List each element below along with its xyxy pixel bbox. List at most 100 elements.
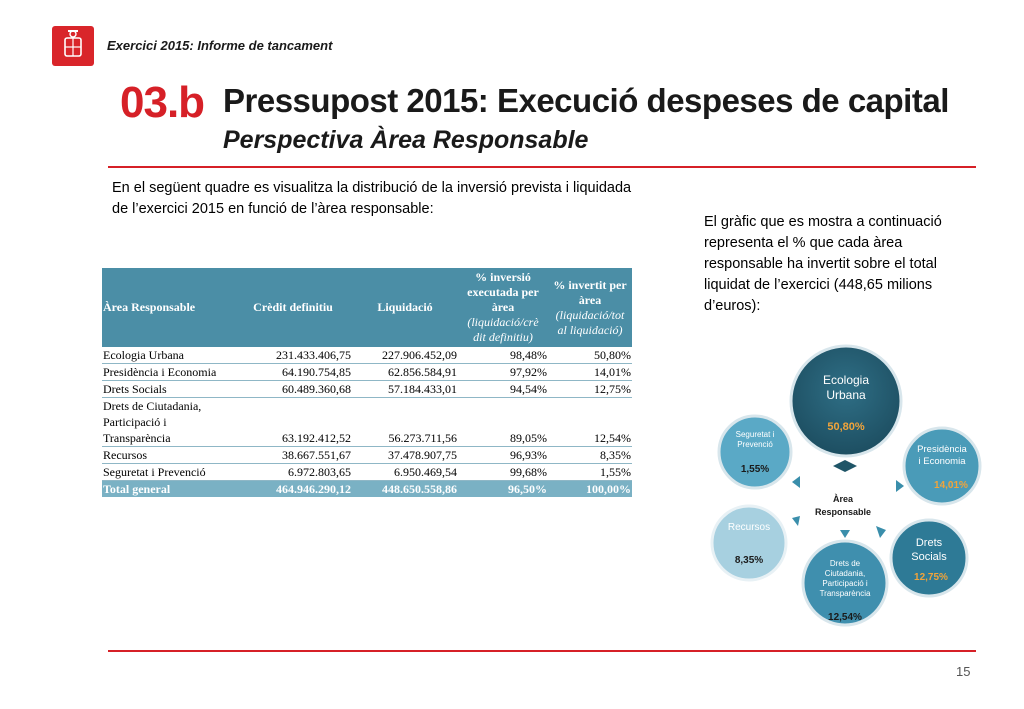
intro-paragraph: En el següent quadre es visualitza la di… bbox=[112, 180, 632, 217]
cell-liquidacio: 37.478.907,75 bbox=[352, 446, 458, 464]
node-label: Urbana bbox=[826, 388, 866, 402]
hub-icon bbox=[833, 460, 857, 472]
table-row: Ecologia Urbana 231.433.406,75 227.906.4… bbox=[102, 347, 632, 364]
cell-liquidacio: 56.273.711,56 bbox=[352, 397, 458, 447]
center-label-line2: Responsable bbox=[815, 507, 871, 517]
node-ecologia-urbana: Ecologia Urbana 50,80% bbox=[789, 344, 903, 458]
cell-liquidacio: 62.856.584,91 bbox=[352, 363, 458, 381]
cell-credit: 6.972.803,65 bbox=[234, 463, 352, 481]
total-credit: 464.946.290,12 bbox=[234, 480, 352, 497]
cell-liquidacio: 6.950.469,54 bbox=[352, 463, 458, 481]
table-total-row: Total general 464.946.290,12 448.650.558… bbox=[102, 480, 632, 497]
cell-area: Seguretat i Prevenció bbox=[102, 463, 234, 481]
section-number: 03.b bbox=[120, 78, 205, 127]
node-label: Socials bbox=[911, 551, 947, 563]
top-divider bbox=[108, 166, 976, 168]
area-distribution-diagram: Àrea Responsable Ecologia Urbana 50,80% … bbox=[710, 344, 982, 627]
connector-arrow bbox=[896, 480, 904, 492]
cell-area-line: Transparència bbox=[103, 431, 171, 445]
node-value: 8,35% bbox=[735, 555, 763, 566]
node-label: Prevenció bbox=[737, 440, 773, 449]
cell-pct-executed: 89,05% bbox=[458, 397, 548, 447]
node-circle bbox=[789, 344, 903, 458]
cell-pct-executed: 94,54% bbox=[458, 380, 548, 398]
cell-liquidacio: 57.184.433,01 bbox=[352, 380, 458, 398]
node-label: Presidència bbox=[917, 444, 967, 455]
cell-pct-invested: 14,01% bbox=[548, 363, 632, 381]
table-row: Recursos 38.667.551,67 37.478.907,75 96,… bbox=[102, 446, 632, 464]
node-value: 1,55% bbox=[741, 464, 769, 475]
cell-pct-executed: 97,92% bbox=[458, 363, 548, 381]
budget-table: Àrea Responsable Crèdit definitiu Liquid… bbox=[102, 268, 632, 497]
header-pct-executed: % inversió executada per àrea (liquidaci… bbox=[458, 268, 548, 347]
cell-pct-invested: 50,80% bbox=[548, 347, 632, 364]
header-pct-executed-main: % inversió executada per àrea bbox=[467, 270, 539, 314]
node-drets-ciutadania: Drets de Ciutadania, Participació i Tran… bbox=[801, 539, 889, 627]
cell-liquidacio: 227.906.452,09 bbox=[352, 347, 458, 364]
node-seguretat-prevencio: Seguretat i Prevenció 1,55% bbox=[717, 414, 793, 490]
header-pct-invested-sub: (liquidació/tot al liquidació) bbox=[555, 307, 625, 337]
cell-credit: 38.667.551,67 bbox=[234, 446, 352, 464]
node-label: i Economia bbox=[919, 456, 967, 467]
cell-area: Drets Socials bbox=[102, 380, 234, 398]
node-value: 12,54% bbox=[828, 612, 862, 623]
page-subtitle: Perspectiva Àrea Responsable bbox=[223, 126, 589, 154]
table-row: Drets Socials 60.489.360,68 57.184.433,0… bbox=[102, 380, 632, 398]
header-pct-executed-sub: (liquidació/crè dit definitiu) bbox=[467, 315, 539, 344]
node-circle bbox=[801, 539, 889, 627]
node-label: Participació i bbox=[822, 579, 868, 588]
total-pct-executed: 96,50% bbox=[458, 480, 548, 497]
node-label: Recursos bbox=[728, 522, 770, 533]
node-value: 12,75% bbox=[914, 572, 948, 583]
table-row: Presidència i Economia 64.190.754,85 62.… bbox=[102, 363, 632, 381]
node-label: Transparència bbox=[820, 589, 871, 598]
cell-area: Ecologia Urbana bbox=[102, 347, 234, 364]
node-value: 14,01% bbox=[934, 480, 968, 491]
cell-pct-invested: 1,55% bbox=[548, 463, 632, 481]
header-area: Àrea Responsable bbox=[102, 268, 234, 347]
cell-pct-invested: 8,35% bbox=[548, 446, 632, 464]
node-circle bbox=[710, 504, 788, 582]
table-row: Seguretat i Prevenció 6.972.803,65 6.950… bbox=[102, 463, 632, 481]
total-pct-invested: 100,00% bbox=[548, 480, 632, 497]
header-credit: Crèdit definitiu bbox=[234, 268, 352, 347]
header-pct-invested: % invertit per àrea (liquidació/tot al l… bbox=[548, 268, 632, 347]
cell-pct-executed: 98,48% bbox=[458, 347, 548, 364]
bottom-divider bbox=[108, 650, 976, 652]
coat-of-arms-icon bbox=[64, 30, 82, 57]
page-title: Pressupost 2015: Execució despeses de ca… bbox=[223, 82, 949, 119]
diagram-center: Àrea Responsable bbox=[815, 460, 871, 517]
cell-credit: 60.489.360,68 bbox=[234, 380, 352, 398]
table-row: Drets de Ciutadania, Participació i Tran… bbox=[102, 397, 632, 447]
node-value: 50,80% bbox=[827, 421, 865, 433]
node-recursos: Recursos 8,35% bbox=[710, 504, 788, 582]
connector-arrow bbox=[792, 516, 800, 526]
total-liquidacio: 448.650.558,86 bbox=[352, 480, 458, 497]
cell-credit: 63.192.412,52 bbox=[234, 397, 352, 447]
connector-arrow bbox=[840, 530, 850, 538]
cell-area: Recursos bbox=[102, 446, 234, 464]
node-label: Seguretat i bbox=[736, 430, 775, 439]
cell-credit: 231.433.406,75 bbox=[234, 347, 352, 364]
header-pct-invested-main: % invertit per àrea bbox=[553, 277, 627, 307]
node-circle bbox=[717, 414, 793, 490]
chart-description: El gràfic que es mostra a continuació re… bbox=[704, 214, 942, 314]
node-label: Ciutadania, bbox=[825, 569, 865, 578]
table-header-row: Àrea Responsable Crèdit definitiu Liquid… bbox=[102, 268, 632, 347]
report-subtitle: Exercici 2015: Informe de tancament bbox=[107, 38, 333, 53]
node-label: Drets de bbox=[830, 559, 861, 568]
node-presidencia-economia: Presidència i Economia 14,01% bbox=[902, 426, 982, 506]
cell-area-line: Drets de Ciutadania, bbox=[103, 399, 202, 413]
connector-arrow bbox=[876, 526, 886, 538]
page-number: 15 bbox=[956, 664, 971, 679]
cell-pct-invested: 12,75% bbox=[548, 380, 632, 398]
center-label-line1: Àrea bbox=[833, 494, 854, 504]
cell-pct-executed: 99,68% bbox=[458, 463, 548, 481]
cell-area: Presidència i Economia bbox=[102, 363, 234, 381]
header-liquidacio: Liquidació bbox=[352, 268, 458, 347]
cell-pct-invested: 12,54% bbox=[548, 397, 632, 447]
cell-credit: 64.190.754,85 bbox=[234, 363, 352, 381]
node-circle bbox=[889, 518, 969, 598]
node-label: Drets bbox=[916, 537, 943, 549]
ajuntament-logo bbox=[52, 26, 94, 66]
